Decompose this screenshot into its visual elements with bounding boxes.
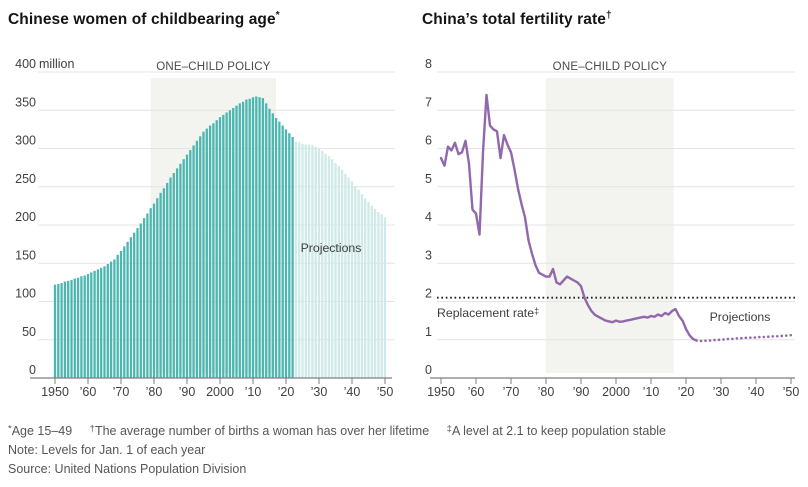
y-axis-labels: 0 50 100 150 200 250 300 350 400 million [15, 57, 74, 377]
svg-text:1950: 1950 [41, 385, 69, 399]
svg-text:4: 4 [425, 210, 432, 224]
y-axis-labels: 0 1 2 3 4 5 6 7 8 [425, 57, 432, 377]
svg-text:’10: ’10 [643, 385, 660, 399]
x-axis-labels: 1950 ’60 ’70 ’80 ’90 2000 ’10 ’20 ’30 ’40 ’50 [427, 378, 799, 399]
svg-text:2: 2 [425, 287, 432, 301]
footnote-age: *Age 15–49 [8, 423, 73, 438]
svg-text:150: 150 [15, 248, 36, 262]
women-childbearing-age-bar-chart: ONE–CHILD POLICY 0 50 100 150 200 250 300 350 400… [15, 57, 395, 399]
left-chart-title-text: Chinese women of childbearing age [8, 11, 276, 29]
svg-text:’80: ’80 [146, 385, 163, 399]
svg-text:300: 300 [15, 134, 36, 148]
svg-text:’60: ’60 [468, 385, 485, 399]
double-dagger-marker: ‡ [446, 423, 452, 434]
y-axis-unit-label: million [39, 57, 74, 71]
svg-text:250: 250 [15, 172, 36, 186]
right-title-footnote-marker: † [605, 10, 612, 21]
source-line: Source: United Nations Population Divisi… [8, 461, 247, 476]
svg-text:’40: ’40 [344, 385, 361, 399]
svg-text:’50: ’50 [377, 385, 394, 399]
svg-text:’10: ’10 [245, 385, 262, 399]
svg-text:’30: ’30 [311, 385, 328, 399]
footnote-tfr-definition: †The average number of births a woman ha… [89, 423, 430, 438]
replacement-rate-label: Replacement rate‡ [437, 306, 539, 320]
svg-text:’90: ’90 [179, 385, 196, 399]
total-fertility-rate-line-chart: ONE–CHILD POLICY 0 1 2 3 4 5 6 7 8 Replacement rat… [425, 57, 799, 399]
svg-text:’40: ’40 [748, 385, 765, 399]
svg-text:100: 100 [15, 287, 36, 301]
left-title-footnote-marker: * [275, 10, 280, 21]
right-chart-title: China’s total fertility rate† [422, 10, 612, 29]
svg-text:’60: ’60 [80, 385, 97, 399]
footnote-replacement-level: ‡A level at 2.1 to keep population stabl… [446, 423, 666, 438]
dagger-marker: † [89, 423, 95, 434]
footnotes: *Age 15–49 †The average number of births… [8, 419, 666, 479]
footnote-definitions: *Age 15–49 †The average number of births… [8, 419, 666, 441]
svg-text:3: 3 [425, 248, 432, 262]
svg-text:0: 0 [425, 363, 432, 377]
x-axis-labels: 1950 ’60 ’70 ’80 ’90 2000 ’10 ’20 ’30 ’40 ’50 [41, 378, 393, 399]
svg-text:’20: ’20 [278, 385, 295, 399]
svg-text:’90: ’90 [573, 385, 590, 399]
svg-text:8: 8 [425, 57, 432, 71]
right-chart-title-text: China’s total fertility rate [422, 11, 606, 29]
svg-text:5: 5 [425, 172, 432, 186]
projections-label: Projections [710, 310, 771, 324]
projections-label: Projections [301, 241, 362, 255]
svg-text:350: 350 [15, 95, 36, 109]
svg-text:200: 200 [15, 210, 36, 224]
svg-text:2000: 2000 [602, 385, 630, 399]
svg-text:0: 0 [29, 363, 36, 377]
svg-text:7: 7 [425, 95, 432, 109]
svg-text:’70: ’70 [503, 385, 520, 399]
svg-text:’50: ’50 [783, 385, 800, 399]
svg-text:50: 50 [22, 325, 36, 339]
svg-text:2000: 2000 [206, 385, 234, 399]
svg-text:400: 400 [15, 57, 36, 71]
one-child-policy-label: ONE–CHILD POLICY [553, 61, 668, 73]
svg-text:’70: ’70 [113, 385, 130, 399]
svg-text:’80: ’80 [538, 385, 555, 399]
left-chart-title: Chinese women of childbearing age* [8, 10, 280, 29]
svg-text:’30: ’30 [713, 385, 730, 399]
svg-text:1950: 1950 [427, 385, 455, 399]
svg-text:6: 6 [425, 134, 432, 148]
gridlines [437, 71, 795, 341]
fertility-rate-line [439, 93, 698, 342]
svg-text:’20: ’20 [678, 385, 695, 399]
population-bars [53, 96, 387, 379]
asterisk-marker: * [8, 423, 12, 434]
one-child-policy-label: ONE–CHILD POLICY [156, 61, 271, 73]
note-line: Note: Levels for Jan. 1 of each year [8, 442, 206, 457]
svg-text:1: 1 [425, 325, 432, 339]
